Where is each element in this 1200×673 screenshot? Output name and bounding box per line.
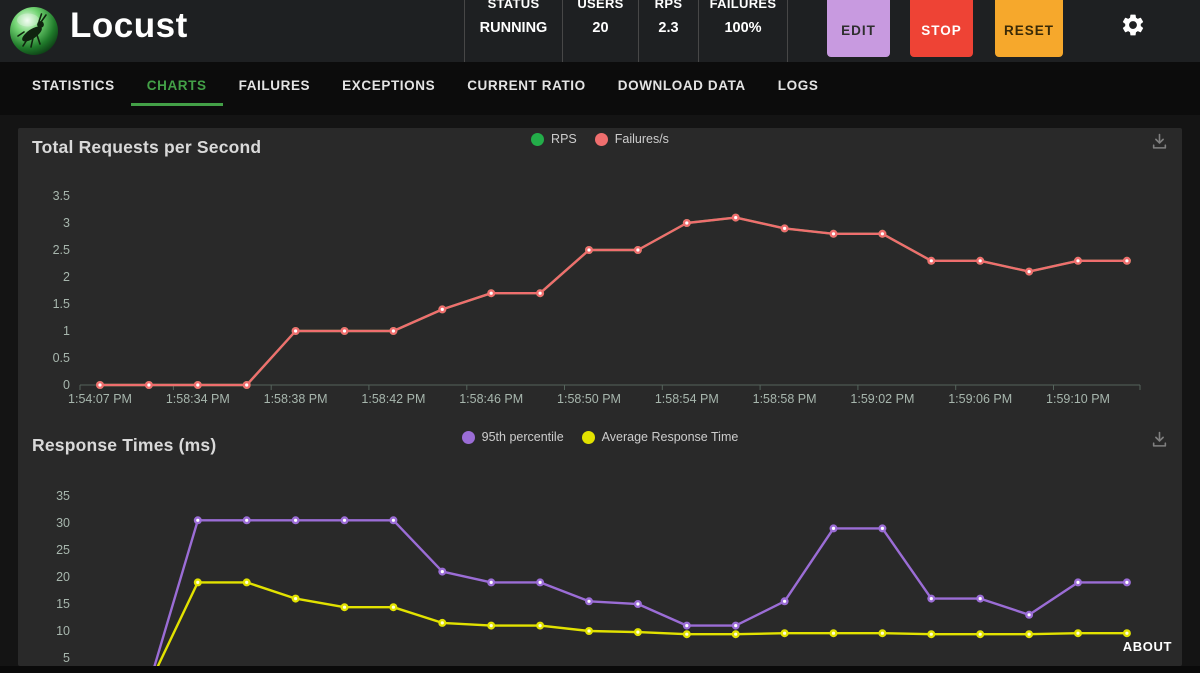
tab-current-ratio[interactable]: CURRENT RATIO	[467, 78, 586, 93]
svg-text:1:59:02 PM: 1:59:02 PM	[850, 392, 914, 406]
main-nav: STATISTICS CHARTS FAILURES EXCEPTIONS CU…	[0, 62, 1200, 115]
svg-text:1:58:50 PM: 1:58:50 PM	[557, 392, 621, 406]
svg-text:1:54:07 PM: 1:54:07 PM	[68, 392, 132, 406]
legend-dot	[531, 132, 545, 146]
chart2-title: Response Times (ms)	[32, 435, 217, 455]
status-label: STATUS	[487, 0, 540, 11]
tab-logs[interactable]: LOGS	[777, 78, 819, 93]
tab-exceptions[interactable]: EXCEPTIONS	[342, 78, 436, 93]
locust-silhouette	[17, 13, 47, 48]
svg-text:0.5: 0.5	[53, 351, 70, 365]
legend-label: Average Response Time	[601, 430, 739, 444]
rps-stat: RPS 2.3	[638, 0, 698, 62]
svg-text:1:58:58 PM: 1:58:58 PM	[753, 392, 817, 406]
download-icon	[1151, 133, 1168, 153]
failures-label: FAILURES	[709, 0, 777, 11]
svg-text:1:58:42 PM: 1:58:42 PM	[361, 392, 425, 406]
legend-dot	[581, 430, 595, 444]
tab-charts[interactable]: CHARTS	[130, 62, 223, 106]
edit-button[interactable]: EDIT	[827, 0, 890, 57]
about-link[interactable]: ABOUT	[1122, 639, 1172, 654]
svg-text:1:59:10 PM: 1:59:10 PM	[1046, 392, 1110, 406]
tab-download-data[interactable]: DOWNLOAD DATA	[617, 78, 746, 93]
charts-panel: Total Requests per Second RPS Failures/s …	[18, 128, 1182, 673]
svg-text:3: 3	[63, 216, 70, 230]
failures-stat: FAILURES 100%	[698, 0, 788, 62]
bottom-strip	[0, 666, 1200, 673]
tab-failures[interactable]: FAILURES	[238, 78, 311, 93]
legend-dot	[594, 132, 608, 146]
settings-button[interactable]	[1119, 12, 1147, 40]
requests-per-second-chart: 3.5 3 2.5 2 1.5 1 0.5 0 1:54:07 PM 1:58:34 PM 1:58…	[18, 160, 1182, 410]
chart1-download-button[interactable]	[1149, 133, 1169, 153]
locust-logo	[9, 6, 59, 56]
svg-text:30: 30	[56, 516, 70, 530]
svg-text:1:59:06 PM: 1:59:06 PM	[948, 392, 1012, 406]
svg-text:20: 20	[56, 570, 70, 584]
legend-item-average-response-time[interactable]: Average Response Time	[581, 429, 739, 445]
svg-text:35: 35	[56, 489, 70, 503]
rps-label: RPS	[654, 0, 683, 11]
legend-dot	[461, 430, 475, 444]
users-stat: USERS 20	[562, 0, 638, 62]
svg-text:1:58:34 PM: 1:58:34 PM	[166, 392, 230, 406]
legend-item-rps[interactable]: RPS	[531, 131, 577, 147]
svg-text:1:58:46 PM: 1:58:46 PM	[459, 392, 523, 406]
chart1-title: Total Requests per Second	[32, 137, 262, 157]
legend-item-95th-percentile[interactable]: 95th percentile	[461, 429, 564, 445]
svg-text:15: 15	[56, 597, 70, 611]
svg-text:2: 2	[63, 270, 70, 284]
svg-text:1:58:38 PM: 1:58:38 PM	[264, 392, 328, 406]
svg-text:10: 10	[56, 624, 70, 638]
legend-label: Failures/s	[614, 132, 669, 146]
chart1-legend: RPS Failures/s	[18, 131, 1182, 147]
svg-text:0: 0	[63, 378, 70, 392]
stop-button[interactable]: STOP	[910, 0, 973, 57]
legend-item-failures-s[interactable]: Failures/s	[594, 131, 669, 147]
svg-text:25: 25	[56, 543, 70, 557]
response-times-chart: 35 30 25 20 15 10 5	[18, 460, 1182, 673]
svg-text:3.5: 3.5	[53, 189, 70, 203]
app-header: Locust STATUS RUNNING USERS 20 RPS 2.3 F…	[0, 0, 1200, 62]
chart2-download-button[interactable]	[1149, 431, 1169, 451]
gear-icon	[1120, 14, 1146, 41]
legend-label: RPS	[551, 132, 577, 146]
status-stat: STATUS RUNNING	[464, 0, 562, 62]
app-title: Locust	[70, 6, 188, 45]
svg-text:1.5: 1.5	[53, 297, 70, 311]
failures-value: 100%	[724, 20, 762, 36]
svg-text:1: 1	[63, 324, 70, 338]
users-label: USERS	[577, 0, 624, 11]
users-value: 20	[592, 20, 609, 36]
chart2-legend: 95th percentile Average Response Time	[18, 429, 1182, 445]
status-value: RUNNING	[479, 20, 548, 36]
svg-text:1:58:54 PM: 1:58:54 PM	[655, 392, 719, 406]
svg-text:5: 5	[63, 651, 70, 665]
rps-value: 2.3	[658, 20, 679, 36]
svg-text:2.5: 2.5	[53, 243, 70, 257]
download-icon	[1151, 431, 1168, 451]
legend-label: 95th percentile	[481, 430, 564, 444]
tab-statistics[interactable]: STATISTICS	[32, 78, 115, 93]
reset-button[interactable]: RESET	[995, 0, 1063, 57]
